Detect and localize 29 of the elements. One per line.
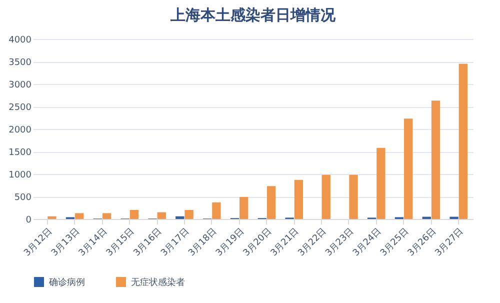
y-tick-label: 3000 xyxy=(8,80,32,90)
bar xyxy=(75,213,84,219)
bar xyxy=(48,216,56,219)
bar xyxy=(431,100,440,219)
bar xyxy=(240,196,248,219)
y-tick-label: 0 xyxy=(26,216,32,226)
bar xyxy=(294,180,304,219)
y-tick-label: 4000 xyxy=(8,36,32,46)
bar xyxy=(376,148,386,219)
bar xyxy=(102,213,112,219)
bar xyxy=(404,118,413,219)
bar xyxy=(157,212,166,219)
legend-label: 确诊病例 xyxy=(48,277,85,288)
legend-label: 无症状感染者 xyxy=(131,277,185,288)
bar xyxy=(184,210,194,219)
bar xyxy=(212,202,221,219)
y-tick-label: 500 xyxy=(14,193,32,203)
bar xyxy=(266,186,276,219)
bar xyxy=(349,174,358,219)
y-tick-label: 2000 xyxy=(8,126,32,136)
y-tick-label: 3500 xyxy=(8,58,32,68)
bar xyxy=(130,210,139,219)
y-tick-label: 2500 xyxy=(8,103,32,113)
y-tick-label: 1500 xyxy=(8,148,32,158)
bar xyxy=(176,216,184,219)
bar xyxy=(322,174,330,219)
chart-title: 上海本土感染者日增情况 xyxy=(170,6,336,24)
y-tick-label: 1000 xyxy=(8,170,32,180)
bar xyxy=(458,64,468,219)
